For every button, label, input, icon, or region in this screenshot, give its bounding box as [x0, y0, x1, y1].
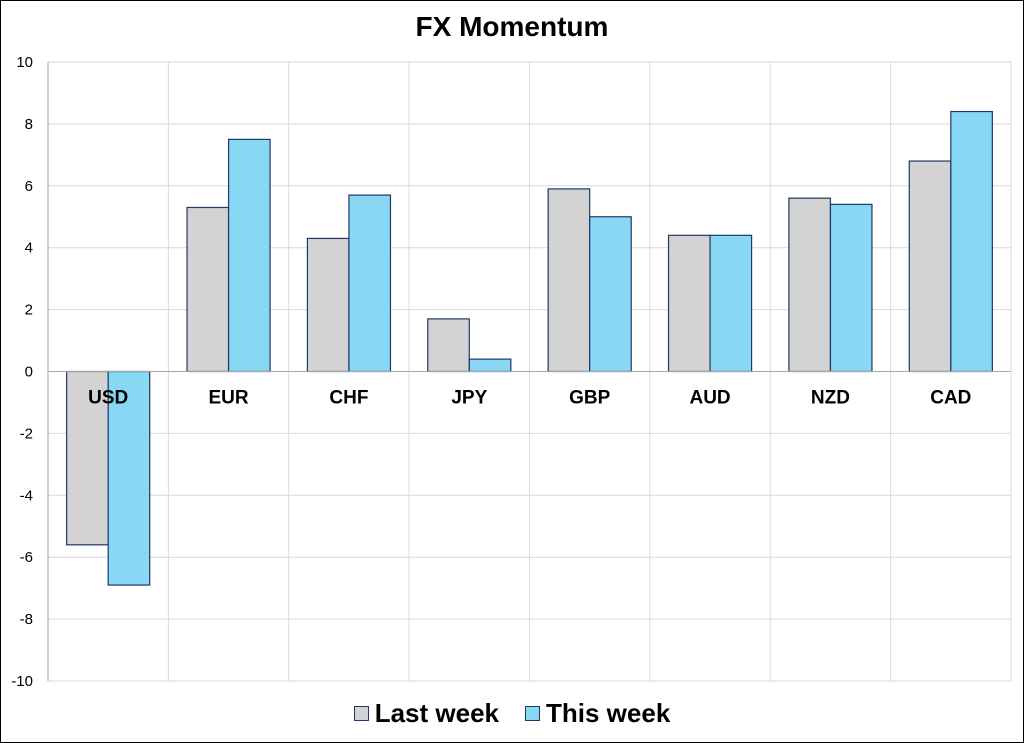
legend: Last week This week [1, 698, 1023, 729]
bar-last-week-jpy [427, 318, 470, 373]
legend-label-last-week: Last week [374, 698, 499, 728]
y-tick-label: 10 [16, 54, 33, 71]
bar-last-week-eur [186, 206, 230, 373]
bar-this-week-cad [950, 110, 993, 373]
bar-last-week-chf [306, 237, 350, 373]
bar-last-week-aud [667, 234, 711, 373]
legend-item-this-week: This week [525, 698, 670, 729]
y-tick-label: -8 [20, 611, 33, 628]
bar-this-week-eur [227, 138, 271, 373]
y-tick-label: 2 [25, 302, 33, 319]
chart-title: FX Momentum [415, 11, 609, 42]
bar-this-week-gbp [589, 216, 632, 373]
x-category-label: USD [88, 388, 128, 409]
bar-last-week-cad [908, 160, 952, 373]
bar-this-week-chf [348, 194, 392, 373]
legend-item-last-week: Last week [353, 698, 499, 729]
axes [47, 62, 1011, 681]
bar-this-week-jpy [468, 358, 512, 373]
legend-swatch-last-week [353, 706, 369, 721]
bar-last-week-usd [66, 370, 109, 546]
x-category-label: CAD [930, 388, 971, 409]
x-category-label: CHF [329, 388, 368, 409]
y-tick-label: -6 [20, 549, 33, 566]
bar-this-week-nzd [829, 203, 873, 373]
legend-swatch-this-week [525, 706, 540, 721]
labels: 10 8 6 4 2 0 -2 -4 -6 -8 -10 USD EUR CHF JPY GBP AUD NZD C… [11, 54, 971, 690]
bar-last-week-nzd [788, 197, 832, 373]
bars [66, 110, 993, 586]
x-category-label: GBP [569, 388, 611, 409]
legend-label-this-week: This week [546, 698, 671, 728]
y-tick-label: 6 [25, 178, 33, 195]
x-category-label: NZD [811, 388, 850, 409]
y-tick-label: 8 [25, 116, 33, 133]
bar-this-week-usd [107, 370, 151, 586]
y-tick-label: 0 [25, 364, 33, 381]
y-tick-label: 4 [25, 240, 33, 257]
bar-this-week-aud [709, 234, 753, 373]
y-tick-label: -10 [11, 673, 33, 690]
x-category-label: AUD [689, 388, 730, 409]
x-category-label: EUR [209, 388, 249, 409]
bar-last-week-gbp [547, 188, 591, 373]
y-tick-label: -2 [20, 425, 33, 442]
x-category-label: JPY [451, 388, 487, 409]
y-tick-label: -4 [20, 487, 33, 504]
